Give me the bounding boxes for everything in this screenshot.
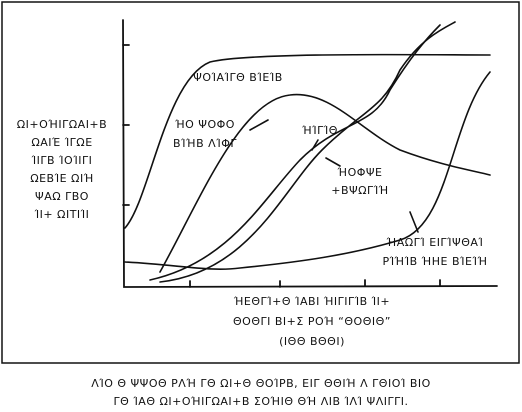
ticks — [122, 44, 441, 288]
x-label-line: ΘΟΘΓΙ ΒΙ+Σ ΡΟΉ “ΘΟΘΙΘ” — [233, 315, 391, 328]
curve-label: ΉΊΓΊΘ — [301, 124, 338, 137]
curve-label: +ΒΨΩΓΊΉ — [331, 184, 389, 197]
axes — [122, 19, 498, 288]
tick-marks — [122, 44, 441, 288]
curve-label: ΉΑΩΓΊ ΕΙΓΊΨΘΑΊ — [386, 236, 484, 249]
panel-border — [1, 1, 520, 364]
curve-label: ΡΊΉΊΒ ΉΗΕ ΒΊΕΊΉ — [382, 255, 487, 268]
caption-line: ΛΊΟ Θ ΨΨΟΘ ΡΛΉ ΓΘ ΩΙ+Θ ΘΟΊΡΒ, ΕΙΓ ΘΘΙΉ Λ… — [91, 377, 431, 390]
curve-label: ΉΟΦΨΕ — [336, 166, 382, 179]
y-axis-label: ΩΙ+ΟΉΙΓΩΑΙ+Β ΩΑΙΈ ΊΓΩΕ ΊΙΓΒ ΊΟΊΙΓΙ ΩΕΒΊΕ… — [17, 118, 107, 221]
y-label-line: ΩΑΙΈ ΊΓΩΕ — [31, 136, 92, 149]
x-label-line: (ΙΘΘ ΒΘΘΙ) — [279, 335, 345, 348]
curve-label: ΨΟΊΑΊΓΘ ΒΊΕΊΒ — [193, 71, 283, 84]
y-label-line: ΨΑΩ ΓΒΟ — [35, 190, 89, 203]
curve-label: ΉΟ ΨΟΦΟ — [174, 118, 235, 131]
leader-lines — [249, 119, 419, 233]
y-label-line: ΊΙ+ ΩΙΤΙΊΙ — [34, 208, 90, 221]
y-label-line: ΩΙ+ΟΉΙΓΩΑΙ+Β — [17, 118, 107, 131]
late-curve — [124, 71, 491, 270]
y-label-line: ΊΙΓΒ ΊΟΊΙΓΙ — [31, 154, 93, 167]
curve-label: ΒΊΉΒ ΛΊΦΓ — [173, 137, 237, 150]
x-label-line: ΉΕΘΓΊ+Θ ΊΑΒΙ ΉΙΓΙΓΊΒ ΊΙ+ — [233, 295, 390, 308]
middle-curve — [159, 21, 456, 283]
caption-line: ΓΘ ΊΑΘ ΩΙ+ΟΉΙΓΩΑΙ+Β ΣΟΉΙΘ ΘΉ ΛΙΒ ΊΛΊ ΨΛΙ… — [114, 395, 409, 408]
early-curve — [149, 24, 441, 281]
y-label-line: ΩΕΒΊΕ ΩΙΉ — [30, 172, 94, 185]
hump-curve — [159, 93, 491, 273]
